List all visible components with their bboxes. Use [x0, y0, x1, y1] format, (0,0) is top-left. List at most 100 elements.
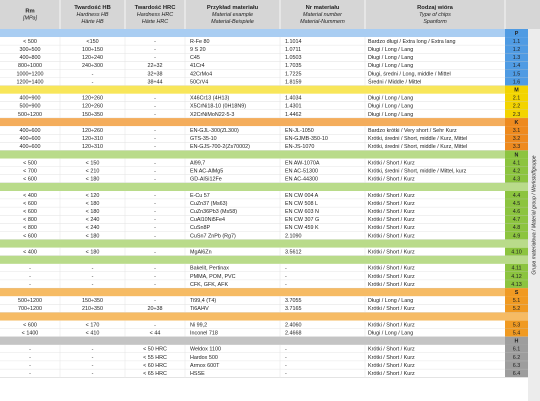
cell-text: 120÷310 — [82, 144, 103, 150]
cell-text: - — [154, 209, 156, 215]
cell-text: - — [154, 104, 156, 110]
cell-text: 400÷800 — [20, 55, 41, 61]
row-background — [0, 45, 505, 54]
cell-text: EN CW 004 A — [285, 193, 319, 199]
cell-text: X5CrNi18-10 (0H18N9) — [190, 104, 246, 110]
group-code: M — [514, 87, 519, 93]
cell-text: 300÷500 — [20, 47, 41, 53]
cell-text: EN CW 603 N — [285, 209, 319, 215]
cell-text: < 44 — [150, 330, 161, 336]
material-code: 6.4 — [513, 371, 521, 377]
cell-text: < 500 — [23, 160, 37, 166]
cell-text: 32÷38 — [148, 71, 163, 77]
cell-text: 41Cr4 — [190, 63, 205, 69]
cell-text: Długi, średni / Long, middle / Mittel — [368, 71, 451, 77]
header-label: Material-Nummern — [300, 19, 345, 25]
cell-text: Długi / Long / Lang — [368, 298, 413, 304]
group-band — [0, 239, 528, 248]
row-background — [0, 263, 505, 272]
cell-text: - — [154, 177, 156, 183]
header-label: Material number — [303, 12, 342, 18]
material-code: 6.2 — [513, 355, 521, 361]
material-code: 4.5 — [513, 201, 521, 207]
row-code-cell — [505, 223, 528, 232]
row-background — [0, 199, 505, 208]
cell-text: Krótki / Short / Kurz — [368, 266, 415, 272]
cell-text: < 180 — [86, 249, 100, 255]
group-band — [0, 336, 528, 345]
cell-text: Krótki / Short / Kurz — [368, 209, 415, 215]
group-band — [0, 182, 528, 191]
cell-text: - — [154, 274, 156, 280]
cell-text: 120÷260 — [82, 104, 103, 110]
cell-text: 2.1090 — [285, 233, 302, 239]
material-code: 1.6 — [513, 79, 521, 85]
row-code-cell — [505, 166, 528, 175]
cell-text: EN-GJMB-350-10 — [285, 136, 328, 142]
cell-text: Armox 600T — [190, 363, 220, 369]
cell-text: < 600 — [23, 233, 37, 239]
cell-text: - — [154, 39, 156, 45]
cell-text: - — [92, 282, 94, 288]
cell-text: - — [92, 355, 94, 361]
row-background — [0, 272, 505, 281]
material-code: 1.3 — [513, 55, 521, 61]
header-label: Przykład materiału — [207, 5, 259, 11]
row-code-cell — [505, 110, 528, 119]
row-code-cell — [505, 263, 528, 272]
material-code: 4.10 — [511, 249, 522, 255]
cell-text: Krótki / Short / Kurz — [368, 363, 415, 369]
cell-text: Krótki, średni / Short, middle / Mittel,… — [368, 168, 467, 174]
cell-text: < 600 — [23, 177, 37, 183]
cell-text: Weldox 1100 — [190, 347, 221, 353]
cell-text: < 600 — [23, 322, 37, 328]
cell-text: - — [92, 363, 94, 369]
material-code: 4.9 — [513, 233, 521, 239]
cell-text: Bakelit, Pertinax — [190, 266, 229, 272]
cell-text: 42CrMo4 — [190, 71, 212, 77]
header-label: Material example — [212, 12, 253, 18]
material-code: 5.3 — [513, 322, 521, 328]
cell-text: CFK, GFK, AFK — [190, 282, 228, 288]
row-background — [0, 280, 505, 289]
cell-text: Krótki / Short / Kurz — [368, 322, 415, 328]
material-code: 1.2 — [513, 47, 521, 53]
group-code-cell — [505, 118, 528, 127]
row-code-cell — [505, 328, 528, 337]
cell-text: < 400 — [23, 249, 37, 255]
cell-text: 38÷44 — [148, 79, 163, 85]
cell-text: Krótki / Short / Kurz — [368, 371, 415, 377]
row-code-cell — [505, 134, 528, 143]
row-background — [0, 166, 505, 175]
cell-text: 3.7165 — [285, 306, 302, 312]
row-code-cell — [505, 215, 528, 224]
cell-text: - — [154, 233, 156, 239]
cell-text: - — [154, 144, 156, 150]
group-code-cell — [505, 85, 528, 94]
header-label: Rodzaj wióra — [417, 5, 454, 11]
cell-text: CuSn8P — [190, 225, 210, 231]
cell-text: < 180 — [86, 209, 100, 215]
cell-text: 1200÷1400 — [17, 79, 44, 85]
cell-text: - — [285, 355, 287, 361]
row-background — [0, 207, 505, 216]
cell-text: Krótki / Short / Kurz — [368, 249, 415, 255]
cell-text: - — [154, 249, 156, 255]
row-background — [0, 134, 505, 143]
cell-text: < 500 — [23, 39, 37, 45]
cell-text: - — [154, 217, 156, 223]
cell-text: Długi / Long / Lang — [368, 330, 413, 336]
cell-text: Hardox 500 — [190, 355, 218, 361]
cell-text: - — [29, 363, 31, 369]
cell-text: - — [285, 347, 287, 353]
cell-text: GTS-35-10 — [190, 136, 217, 142]
cell-text: - — [29, 282, 31, 288]
cell-text: EN-JL-1050 — [285, 128, 314, 134]
cell-text: - — [29, 347, 31, 353]
cell-text: < 120 — [86, 193, 100, 199]
row-code-cell — [505, 45, 528, 54]
material-code: 4.13 — [511, 282, 522, 288]
cell-text: - — [29, 266, 31, 272]
cell-text: 1000÷1200 — [17, 71, 44, 77]
